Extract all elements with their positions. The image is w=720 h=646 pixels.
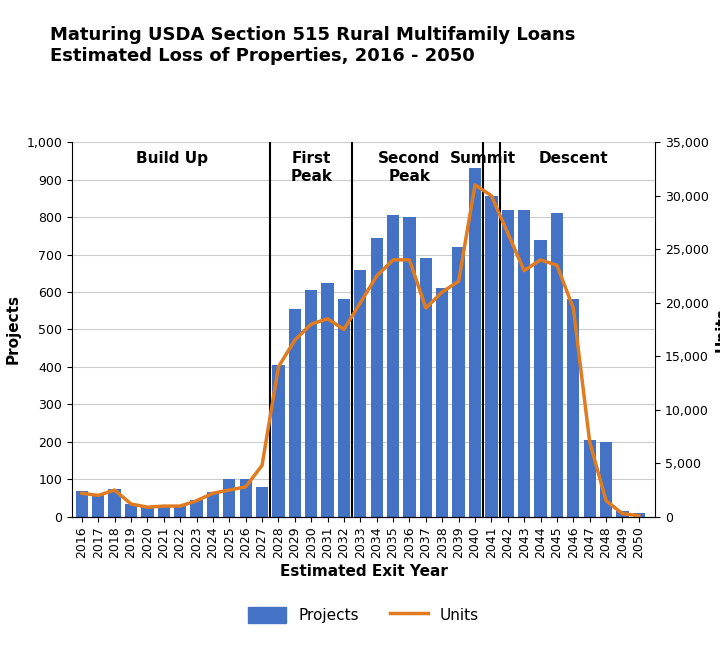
Units [552,262,561,269]
Units [323,315,332,322]
Y-axis label: Units: Units [714,307,720,352]
Units [258,461,266,469]
Bar [583,440,596,517]
Text: Descent: Descent [539,151,608,167]
Bar [518,209,531,517]
Bar [109,489,121,517]
Units [438,288,446,296]
Bar [272,365,284,517]
Units [602,497,611,505]
Units [569,304,577,312]
Y-axis label: Projects: Projects [6,295,21,364]
Units [78,490,86,497]
Text: Summit: Summit [450,151,516,167]
Units [454,277,463,285]
Units [536,256,545,264]
Bar [371,238,383,517]
Units [290,337,299,344]
Bar [616,511,629,517]
Units [192,497,201,505]
Units [159,502,168,510]
Bar [207,492,219,517]
Bar [551,213,563,517]
Bar [354,269,366,517]
Units [421,304,430,312]
Units [176,502,184,510]
Bar [502,209,514,517]
Bar [567,300,580,517]
Units [405,256,414,264]
Bar [141,508,153,517]
Bar [92,494,104,517]
Bar [223,479,235,517]
Units [274,363,283,371]
Bar [289,309,301,517]
Units [110,486,119,494]
Units [307,320,315,328]
Units [209,490,217,497]
Bar [452,247,464,517]
Units [143,503,152,511]
Bar [436,288,449,517]
Bar [534,240,546,517]
Bar [321,283,333,517]
Bar [403,217,415,517]
Bar [485,196,498,517]
Line: Units: Units [82,185,639,516]
Units [127,500,135,508]
Bar [190,500,202,517]
Units [241,483,250,491]
Bar [420,258,432,517]
Text: Maturing USDA Section 515 Rural Multifamily Loans
Estimated Loss of Properties, : Maturing USDA Section 515 Rural Multifam… [50,26,576,65]
Units [618,510,626,517]
Bar [256,487,268,517]
Units [340,326,348,333]
Bar [76,490,88,517]
Legend: Projects, Units: Projects, Units [242,601,485,629]
Bar [158,506,170,517]
Bar [469,169,481,517]
Bar [125,504,137,517]
Bar [174,506,186,517]
Units [503,229,512,237]
Units [471,181,480,189]
Bar [633,513,645,517]
Units [372,272,381,280]
Text: First
Peak: First Peak [290,151,332,184]
Units [585,438,594,446]
Bar [600,442,612,517]
Bar [387,215,399,517]
Units [634,512,643,519]
Bar [305,290,318,517]
Units [356,299,364,307]
Units [487,192,495,200]
Bar [338,300,350,517]
X-axis label: Estimated Exit Year: Estimated Exit Year [279,564,448,579]
Units [94,492,102,499]
Text: Build Up: Build Up [136,151,208,167]
Units [225,486,233,494]
Units [520,267,528,275]
Text: Second
Peak: Second Peak [378,151,441,184]
Units [389,256,397,264]
Bar [240,479,252,517]
